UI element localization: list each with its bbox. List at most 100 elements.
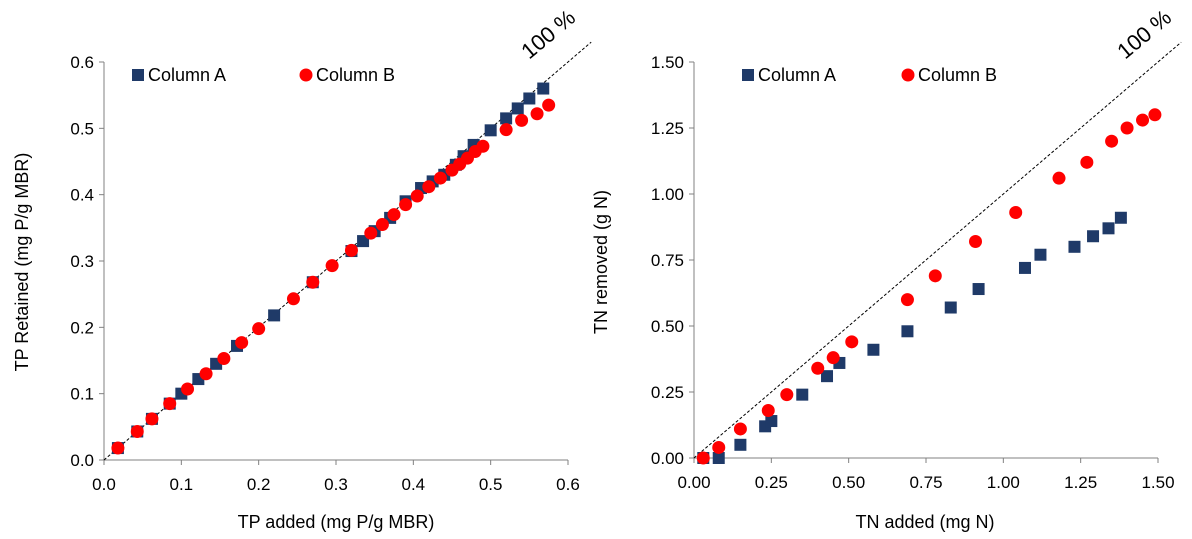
tn-x-tick-label: 1.25 xyxy=(1064,473,1097,492)
tp-column-b-point xyxy=(252,322,266,336)
tp-column-b-point xyxy=(375,218,389,232)
tn-column-a-point xyxy=(944,301,957,314)
tp-x-tick-label: 0.5 xyxy=(479,475,503,494)
tp-y-axis-title: TP Retained (mg P/g MBR) xyxy=(12,153,32,372)
tp-column-b-point xyxy=(387,208,401,222)
tp-x-tick-label: 0.2 xyxy=(247,475,271,494)
tn-y-tick-label: 1.00 xyxy=(651,185,684,204)
tp-x-axis-title: TP added (mg P/g MBR) xyxy=(238,512,435,532)
tn-reference-line xyxy=(693,41,1182,459)
tp-column-a-point xyxy=(537,82,550,95)
tn-y-tick-label: 0.25 xyxy=(651,383,684,402)
tp-column-b-point xyxy=(433,171,447,185)
tp-column-b-point xyxy=(530,107,544,121)
tp-column-b-point xyxy=(306,275,320,289)
tp-y-tick-label: 0.1 xyxy=(70,385,94,404)
tp-column-a-point xyxy=(268,309,281,322)
tn-column-b-point xyxy=(733,422,747,436)
tn-y-tick-label: 0.50 xyxy=(651,317,684,336)
tn-y-tick-label: 1.25 xyxy=(651,119,684,138)
tn-column-b-point xyxy=(712,440,726,454)
tn-column-a-point xyxy=(796,388,809,401)
tn-column-a-point xyxy=(765,415,778,428)
tp-column-a-point xyxy=(523,92,536,105)
tn-column-a-point xyxy=(1034,248,1047,261)
tp-y-tick-label: 0.4 xyxy=(70,186,94,205)
tp-column-b-point xyxy=(163,397,177,411)
tn-column-b-point xyxy=(968,235,982,249)
tp-column-b-point xyxy=(145,412,159,426)
tn-y-tick-label: 1.50 xyxy=(651,53,684,72)
tn-legend-label-column-b: Column B xyxy=(918,65,997,85)
tn-legend-marker-column-a xyxy=(742,69,754,81)
tn-y-tick-label: 0.00 xyxy=(651,449,684,468)
tp-y-tick-label: 0.6 xyxy=(70,53,94,72)
tn-column-b-point xyxy=(928,269,942,283)
tn-column-a-point xyxy=(1102,222,1115,235)
tn-column-a-point xyxy=(1068,240,1081,253)
tn-column-a-point xyxy=(972,283,985,296)
tn-y-axis-title: TN removed (g N) xyxy=(591,190,611,334)
tp-column-b-point xyxy=(499,123,513,137)
tp-y-tick-label: 0.0 xyxy=(70,451,94,470)
tn-column-b-point xyxy=(1136,113,1150,127)
tn-chart: TN added (mg N) TN removed (g N) 100 % 0… xyxy=(591,5,1182,532)
tp-legend-marker-column-b xyxy=(299,68,313,82)
tp-chart: TP added (mg P/g MBR) TP Retained (mg P/… xyxy=(12,5,592,532)
tn-column-b-point xyxy=(696,451,710,465)
tp-y-tick-label: 0.3 xyxy=(70,252,94,271)
tn-column-b-point xyxy=(1052,171,1066,185)
tp-x-tick-label: 0.1 xyxy=(170,475,194,494)
tp-column-b-point xyxy=(181,382,195,396)
tn-column-a-point xyxy=(821,370,834,383)
tp-reference-label: 100 % xyxy=(516,5,580,64)
tp-column-b-point xyxy=(130,424,144,438)
tp-column-a-point xyxy=(500,112,513,125)
tn-column-b-point xyxy=(1009,205,1023,219)
tn-column-b-point xyxy=(845,335,859,349)
tp-column-b-point xyxy=(399,198,413,212)
tp-column-b-point xyxy=(422,180,436,194)
tn-column-a-point xyxy=(1114,211,1127,224)
tp-x-tick-label: 0.6 xyxy=(556,475,580,494)
tp-column-b-point xyxy=(111,441,125,455)
tp-column-b-point xyxy=(364,226,378,240)
tn-column-a-point xyxy=(734,438,747,451)
tn-x-tick-label: 1.50 xyxy=(1141,473,1174,492)
tn-column-b-point xyxy=(1105,134,1119,148)
tp-column-b-point xyxy=(542,98,556,112)
tp-column-b-point xyxy=(286,292,300,306)
tn-legend-label-column-a: Column A xyxy=(758,65,836,85)
tp-column-b-point xyxy=(410,189,424,203)
tp-column-b-point xyxy=(476,139,490,153)
tp-x-tick-label: 0.3 xyxy=(324,475,348,494)
tn-column-a-point xyxy=(901,325,914,338)
tp-column-a-point xyxy=(357,235,370,248)
tn-legend-marker-column-b xyxy=(901,68,915,82)
tp-column-b-point xyxy=(515,113,529,127)
tn-column-b-point xyxy=(900,293,914,307)
tn-x-tick-label: 1.00 xyxy=(987,473,1020,492)
tn-y-tick-label: 0.75 xyxy=(651,251,684,270)
tp-column-b-point xyxy=(325,259,339,273)
tp-legend-marker-column-a xyxy=(132,69,144,81)
tn-column-b-point xyxy=(761,403,775,417)
tp-x-tick-label: 0.4 xyxy=(402,475,426,494)
tp-column-b-point xyxy=(235,336,249,350)
tp-legend-label-column-b: Column B xyxy=(316,65,395,85)
tn-x-tick-label: 0.50 xyxy=(832,473,865,492)
tn-x-tick-label: 0.00 xyxy=(677,473,710,492)
tp-column-b-point xyxy=(199,367,213,381)
tn-column-a-point xyxy=(1018,261,1031,274)
tp-y-tick-label: 0.2 xyxy=(70,318,94,337)
tp-column-b-point xyxy=(344,243,358,257)
tn-column-b-point xyxy=(1120,121,1134,135)
tn-column-a-point xyxy=(867,343,880,356)
tn-x-tick-label: 0.25 xyxy=(755,473,788,492)
tn-column-b-point xyxy=(780,388,794,402)
tp-column-a-point xyxy=(511,102,524,115)
tp-legend-label-column-a: Column A xyxy=(148,65,226,85)
tp-x-tick-label: 0.0 xyxy=(92,475,116,494)
tn-column-a-point xyxy=(712,452,725,464)
